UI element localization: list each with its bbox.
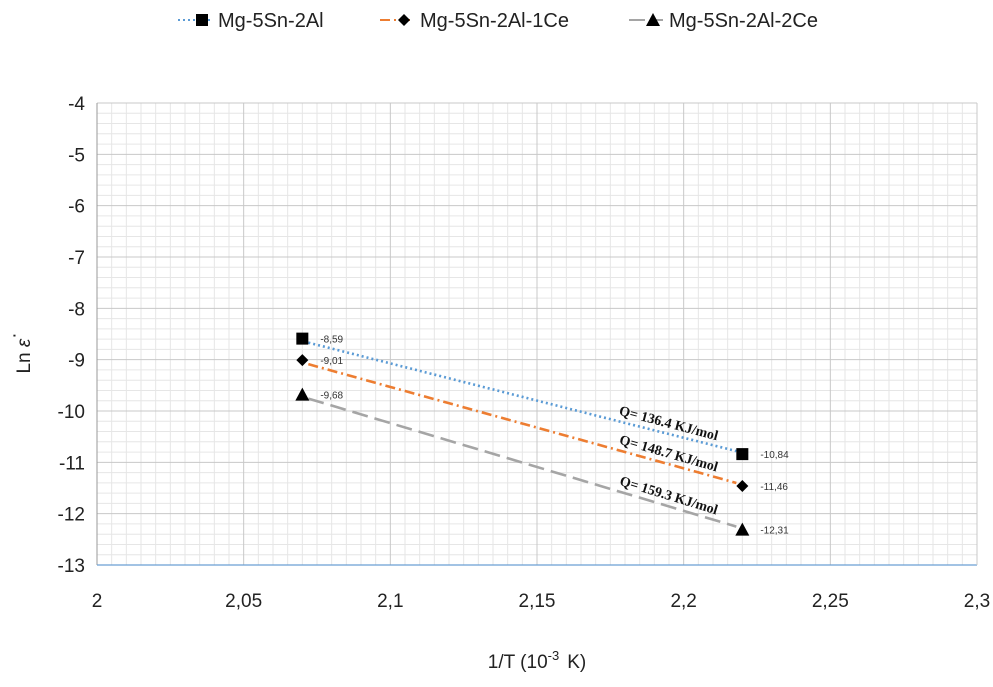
y-tick-label: -5 [68, 145, 85, 166]
series-line [308, 341, 737, 453]
series-line [307, 362, 737, 485]
x-tick-label: 2,25 [812, 591, 849, 612]
y-axis-title-text: Ln ε· [4, 332, 35, 373]
series-square: -8,59 -10,84 [296, 332, 789, 461]
data-point-square [736, 448, 749, 461]
tick-labels: -4 -5 -6 -7 -8 -9 -10 -11 -12 -13 2 2,05 2,1 2,15 2,2 2… [58, 94, 991, 612]
y-tick-label: -11 [59, 453, 85, 474]
legend-marker-diamond [398, 14, 410, 26]
legend-marker-triangle [646, 13, 660, 26]
series-diamond: -9,01 -11,46 [296, 354, 788, 493]
data-point-diamond [296, 354, 309, 367]
x-tick-label: 2 [92, 591, 103, 612]
series-line [307, 397, 737, 528]
legend-entry-label: Mg-5Sn-2Al-2Ce [669, 10, 818, 32]
y-tick-label: -8 [68, 299, 85, 320]
data-label: -10,84 [760, 450, 789, 461]
series-triangle: -9,68 -12,31 [295, 387, 789, 537]
y-tick-label: -4 [68, 94, 85, 115]
x-tick-label: 2,15 [519, 591, 556, 612]
y-tick-label: -13 [58, 556, 85, 577]
data-point-square [296, 332, 309, 345]
data-label: -8,59 [320, 335, 343, 346]
legend: Mg-5Sn-2Al Mg-5Sn-2Al-1Ce Mg-5Sn-2Al-2Ce [178, 10, 818, 32]
data-point-triangle [295, 387, 310, 401]
y-tick-label: -7 [68, 248, 85, 269]
series-layer: -8,59 -10,84 -9,01 -11,46 -9,68 -12,31 [295, 332, 789, 537]
x-tick-label: 2,05 [225, 591, 262, 612]
x-axis-title: 1/T (10-3 K) [488, 648, 586, 673]
y-tick-label: -9 [68, 351, 85, 372]
y-axis-title: Ln ε· [4, 332, 35, 373]
legend-marker-square [196, 14, 208, 26]
x-tick-label: 2,3 [964, 591, 990, 612]
data-label: -12,31 [760, 526, 789, 537]
data-label: -11,46 [760, 482, 788, 493]
data-point-diamond [736, 479, 749, 492]
data-label: -9,01 [320, 356, 343, 367]
axis-titles: 1/T (10-3 K) Ln ε· [4, 332, 586, 673]
data-label: -9,68 [320, 391, 343, 402]
data-point-triangle [735, 522, 750, 536]
x-tick-label: 2,2 [670, 591, 696, 612]
x-tick-label: 2,1 [377, 591, 403, 612]
y-tick-label: -12 [58, 505, 85, 526]
legend-entry-label: Mg-5Sn-2Al [218, 10, 324, 32]
axes [96, 103, 978, 566]
y-tick-label: -6 [68, 197, 85, 218]
y-tick-label: -10 [58, 402, 85, 423]
legend-entry-label: Mg-5Sn-2Al-1Ce [420, 10, 569, 32]
